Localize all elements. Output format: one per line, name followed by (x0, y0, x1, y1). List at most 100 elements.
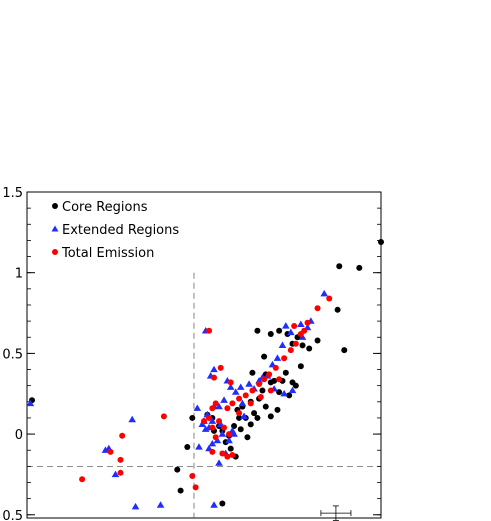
data-point-total-emission (227, 379, 234, 386)
data-point-core-regions (289, 379, 296, 386)
data-point-core-regions (259, 387, 266, 394)
data-point-extended-regions (215, 402, 223, 410)
data-point-total-emission (242, 392, 249, 399)
data-point-core-regions (174, 466, 181, 473)
data-point-extended-regions (210, 365, 218, 373)
data-point-total-emission (224, 453, 231, 460)
data-point-total-emission (292, 340, 299, 347)
data-point-core-regions (237, 426, 244, 433)
data-point-total-emission (249, 387, 256, 394)
data-point-extended-regions (245, 380, 253, 387)
data-point-core-regions (314, 337, 321, 344)
plot-axes (26, 191, 382, 519)
data-point-total-emission (209, 405, 216, 412)
data-point-core-regions (267, 413, 274, 420)
data-point-core-regions (184, 443, 191, 450)
data-point-core-regions (261, 353, 268, 360)
data-point-total-emission (267, 387, 274, 394)
data-point-extended-regions (208, 417, 217, 424)
data-point-total-emission (272, 364, 279, 371)
data-point-core-regions (356, 264, 363, 271)
legend-marker (52, 203, 58, 209)
data-point-extended-regions (193, 404, 202, 411)
data-point-extended-regions (287, 328, 295, 336)
data-point-total-emission (212, 434, 219, 441)
data-point-core-regions (254, 414, 261, 421)
data-point-extended-regions (297, 320, 305, 327)
legend-label: Total Emission (61, 246, 154, 261)
data-point-total-emission (229, 452, 236, 459)
data-point-core-regions (227, 445, 234, 452)
data-point-extended-regions (101, 446, 110, 453)
data-point-extended-regions (131, 502, 140, 510)
data-point-core-regions (274, 406, 281, 413)
data-point-extended-regions (240, 412, 248, 419)
data-point-core-regions (236, 414, 243, 421)
data-point-extended-regions (282, 322, 290, 329)
data-point-extended-regions (298, 333, 307, 340)
data-point-core-regions (282, 369, 289, 376)
data-point-total-emission (261, 376, 268, 383)
data-point-total-emission (201, 418, 207, 425)
data-point-extended-regions (210, 501, 218, 508)
data-point-extended-regions (128, 415, 136, 423)
data-point-total-emission (236, 410, 243, 417)
y-tick-label: 1 (15, 267, 23, 282)
y-tick-label: 0 (15, 428, 23, 443)
data-point-extended-regions (213, 436, 222, 444)
data-point-total-emission (326, 295, 333, 302)
data-point-total-emission (79, 476, 86, 483)
data-point-total-emission (281, 355, 288, 362)
data-point-total-emission (224, 405, 231, 412)
data-point-core-regions (276, 389, 283, 396)
data-point-extended-regions (230, 430, 238, 437)
y-tick-label: 1.5 (2, 186, 23, 201)
data-point-core-regions (262, 403, 269, 410)
data-point-total-emission (229, 400, 236, 407)
legend: Core Regions Extended Regions Total Emissi… (51, 200, 179, 261)
data-point-total-emission (314, 305, 321, 312)
data-point-extended-regions (201, 425, 210, 432)
data-point-total-emission (266, 371, 273, 378)
data-points (26, 239, 384, 510)
data-point-total-emission (117, 469, 124, 476)
data-point-extended-regions (215, 459, 223, 466)
data-point-total-emission (217, 364, 224, 371)
data-point-total-emission (236, 395, 243, 402)
legend-label: Core Regions (62, 200, 148, 215)
data-point-extended-regions (198, 420, 207, 428)
data-point-core-regions (254, 327, 261, 334)
plot-frame (26, 191, 382, 519)
data-point-extended-regions (278, 341, 287, 348)
data-point-core-regions (267, 331, 274, 338)
data-point-extended-regions (231, 388, 240, 395)
error-bar (320, 505, 352, 521)
data-point-total-emission (216, 418, 223, 425)
data-point-extended-regions (225, 436, 233, 444)
data-point-core-regions (267, 379, 274, 386)
data-point-core-regions (219, 500, 226, 507)
data-point-core-regions (251, 410, 258, 417)
data-point-total-emission (221, 424, 228, 431)
data-point-extended-regions (26, 399, 35, 407)
data-point-total-emission (119, 432, 126, 439)
data-point-extended-regions (111, 470, 120, 478)
data-point-extended-regions (280, 389, 288, 397)
data-point-total-emission (107, 448, 114, 455)
legend-marker (51, 225, 59, 232)
y-tick-label: 0.5 (2, 509, 23, 521)
data-point-total-emission (276, 376, 283, 383)
data-point-extended-regions (320, 289, 329, 297)
y-tick-label: 0.5 (2, 347, 23, 362)
data-point-extended-regions (273, 354, 282, 361)
data-point-extended-regions (288, 386, 297, 394)
data-point-total-emission (160, 413, 167, 420)
data-point-core-regions (247, 421, 254, 428)
data-point-total-emission (297, 331, 304, 338)
data-point-total-emission (212, 400, 219, 407)
data-point-total-emission (117, 456, 124, 463)
data-point-core-regions (249, 369, 256, 376)
data-point-extended-regions (208, 439, 217, 447)
data-point-core-regions (177, 487, 184, 494)
